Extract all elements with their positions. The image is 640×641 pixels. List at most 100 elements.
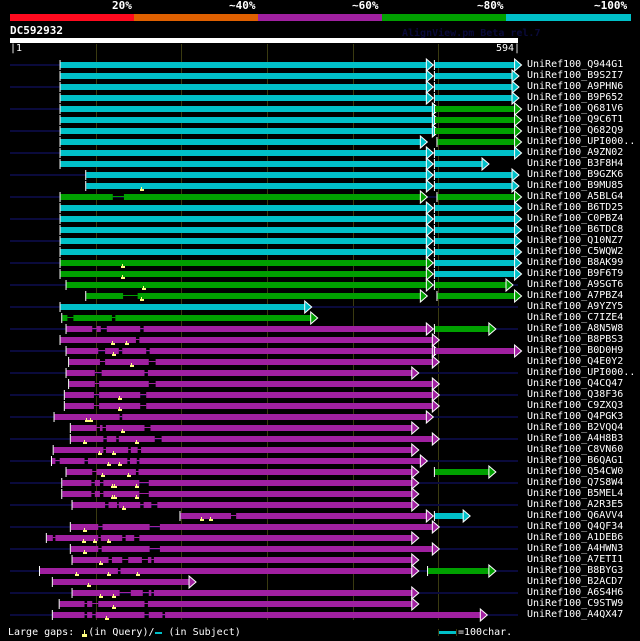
hit-label[interactable]: UniRef100_B9S2I7 <box>527 70 624 81</box>
query-gap-marker <box>99 596 103 598</box>
hit-label[interactable]: UniRef100_B6QAG1 <box>527 455 624 466</box>
hit-label[interactable]: UniRef100_B2ACD7 <box>527 576 624 587</box>
hit-label[interactable]: UniRef100_A9YZY5 <box>527 301 624 312</box>
hit-label[interactable]: UniRef100_A1DEB6 <box>527 532 624 543</box>
hsp-segment <box>60 73 427 79</box>
hsp-arrow-icon <box>411 365 420 381</box>
hit-label[interactable]: UniRef100_Q7S8W4 <box>527 477 624 488</box>
hsp-segment <box>66 326 93 332</box>
hsp-start-tick <box>69 544 71 554</box>
hsp-segment <box>59 601 85 607</box>
hit-label[interactable]: UniRef100_A9ZN02 <box>527 147 624 158</box>
query-gap-marker-stem <box>84 528 85 530</box>
hsp-segment <box>155 359 433 365</box>
hsp-segment <box>60 194 113 200</box>
hsp-segment <box>60 249 427 255</box>
hit-label[interactable]: UniRef100_B9P652 <box>527 92 624 103</box>
hsp-start-tick <box>85 170 87 180</box>
hit-label[interactable]: UniRef100_B8BYG3 <box>527 565 624 576</box>
subject-gap <box>142 592 149 593</box>
query-gap-marker <box>85 420 89 422</box>
hsp-segment <box>434 469 489 475</box>
hit-label[interactable]: UniRef100_Q54CW0 <box>527 466 624 477</box>
hit-label[interactable]: UniRef100_Q4PGK3 <box>527 411 624 422</box>
hsp-start-tick <box>71 588 73 598</box>
hit-label[interactable]: UniRef100_A7ETI1 <box>527 554 624 565</box>
hsp-start-tick <box>59 236 61 246</box>
subject-gap <box>92 471 97 472</box>
query-gap-marker <box>93 541 97 543</box>
hsp-start-tick <box>51 610 53 620</box>
hit-label[interactable]: UniRef100_UPI000.. <box>527 367 636 378</box>
hit-label[interactable]: UniRef100_C9ZXQ3 <box>527 400 624 411</box>
hit-label[interactable]: UniRef100_Q9C6T1 <box>527 114 624 125</box>
hit-label[interactable]: UniRef100_UPI000.. <box>527 136 636 147</box>
hit-label[interactable]: UniRef100_B9F6T9 <box>527 268 624 279</box>
hit-label[interactable]: UniRef100_B6TDC8 <box>527 224 624 235</box>
hsp-start-tick <box>69 423 71 433</box>
hit-label[interactable]: UniRef100_B9GZK6 <box>527 169 624 180</box>
hit-label[interactable]: UniRef100_B9MU85 <box>527 180 624 191</box>
hit-label[interactable]: UniRef100_B6TD25 <box>527 202 624 213</box>
hsp-segment <box>98 601 145 607</box>
subject-gap <box>122 559 129 560</box>
subject-gap <box>146 350 150 351</box>
subject-gap <box>135 339 140 340</box>
hsp-arrow-icon <box>514 145 523 161</box>
hit-label[interactable]: UniRef100_B8PBS3 <box>527 334 624 345</box>
in-subject-label: (in Subject) <box>162 627 241 638</box>
hsp-arrow-icon <box>431 332 441 348</box>
hit-label[interactable]: UniRef100_A9SGT6 <box>527 279 624 290</box>
hit-label[interactable]: UniRef100_B8AK99 <box>527 257 624 268</box>
hit-label[interactable]: UniRef100_A4QX47 <box>527 609 624 620</box>
subject-gap <box>99 493 104 494</box>
hsp-start-tick <box>85 181 87 191</box>
hit-label[interactable]: UniRef100_A2R3E5 <box>527 499 624 510</box>
query-gap-marker-stem <box>112 341 113 343</box>
hit-label[interactable]: UniRef100_B2VQQ4 <box>527 422 624 433</box>
hit-label[interactable]: UniRef100_A4HWN3 <box>527 543 624 554</box>
hsp-start-tick <box>59 214 61 224</box>
hit-label[interactable]: UniRef100_C9STW9 <box>527 598 624 609</box>
hit-label[interactable]: UniRef100_Q682Q9 <box>527 125 624 136</box>
hsp-arrow-icon <box>425 244 435 260</box>
hit-label[interactable]: UniRef100_Q4QF34 <box>527 521 624 532</box>
hit-label[interactable]: UniRef100_C8VN60 <box>527 444 624 455</box>
hit-label[interactable]: UniRef100_Q4E0Y2 <box>527 356 624 367</box>
query-gap-marker-stem <box>131 363 132 365</box>
hsp-start-tick <box>65 324 67 334</box>
hsp-start-tick <box>59 126 61 136</box>
hsp-start-tick <box>433 159 435 169</box>
hsp-segment <box>66 348 99 354</box>
hit-label[interactable]: UniRef100_C5WQW2 <box>527 246 624 257</box>
hit-label[interactable]: UniRef100_Q38F36 <box>527 389 624 400</box>
hit-label[interactable]: UniRef100_B3F8H4 <box>527 158 624 169</box>
query-gap-marker <box>107 541 111 543</box>
hsp-segment <box>159 524 433 530</box>
hsp-start-tick <box>59 247 61 257</box>
hit-label[interactable]: UniRef100_A9PHN6 <box>527 81 624 92</box>
hit-label[interactable]: UniRef100_A6S4H6 <box>527 587 624 598</box>
query-gap-marker-stem <box>100 561 101 563</box>
subject-gap <box>149 548 160 549</box>
hsp-arrow-icon <box>514 233 523 249</box>
query-gap-marker <box>142 288 146 290</box>
hsp-start-tick <box>433 104 435 114</box>
hit-label[interactable]: UniRef100_Q681V6 <box>527 103 624 114</box>
hit-label[interactable]: UniRef100_Q944G1 <box>527 59 624 70</box>
hit-label[interactable]: UniRef100_A8N5W8 <box>527 323 624 334</box>
hsp-start-tick <box>433 115 435 125</box>
hsp-segment <box>94 480 100 486</box>
hit-label[interactable]: UniRef100_Q6AVV4 <box>527 510 624 521</box>
hit-label[interactable]: UniRef100_C0PBZ4 <box>527 213 624 224</box>
hit-label[interactable]: UniRef100_Q10NZ7 <box>527 235 624 246</box>
hit-label[interactable]: UniRef100_A7PBZ4 <box>527 290 624 301</box>
hit-label[interactable]: UniRef100_C7IZE4 <box>527 312 624 323</box>
hit-label[interactable]: UniRef100_Q4CQ47 <box>527 378 624 389</box>
hit-label[interactable]: UniRef100_B0D0H9 <box>527 345 624 356</box>
hsp-start-tick <box>59 148 61 158</box>
hit-label[interactable]: UniRef100_A5BLG4 <box>527 191 624 202</box>
query-gap-marker-stem <box>119 462 120 464</box>
hit-label[interactable]: UniRef100_B5MEL4 <box>527 488 624 499</box>
hit-label[interactable]: UniRef100_A4H8B3 <box>527 433 624 444</box>
